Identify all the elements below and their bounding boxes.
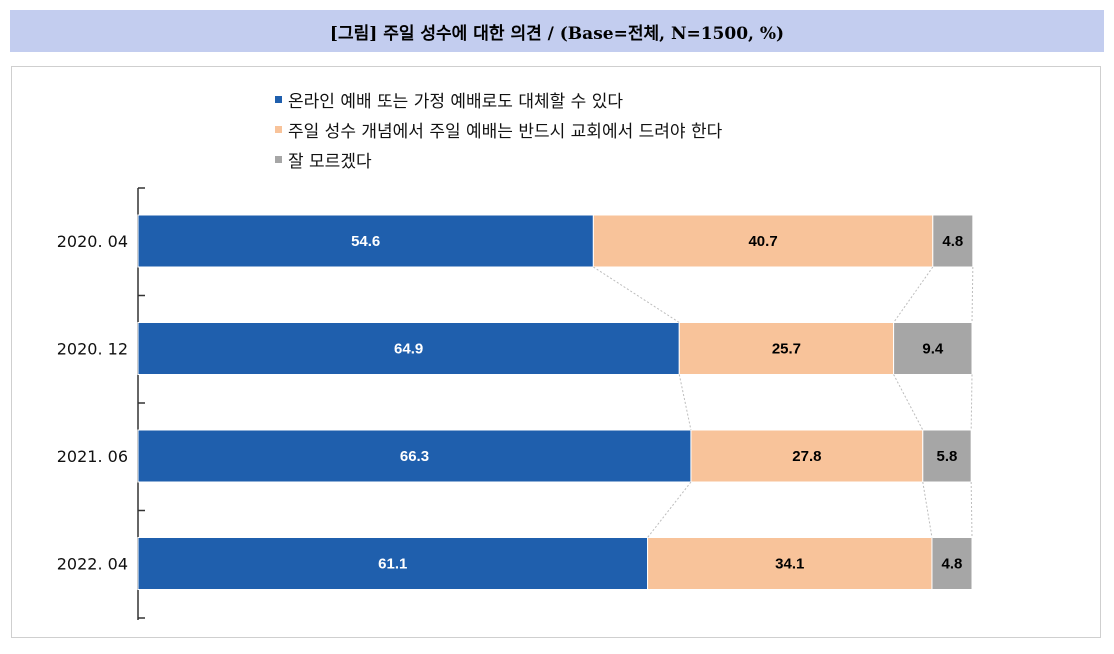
data-label: 66.3 [400, 448, 429, 465]
bar-segment [922, 429, 972, 483]
category-label: 2020. 04 [57, 232, 128, 251]
series-connector-line [647, 481, 692, 538]
bar-segment [931, 537, 973, 590]
chart-title-bar: [그림] 주일 성수에 대한 의견 / (Base=전체, N=1500, %) [10, 10, 1104, 52]
data-label: 9.4 [922, 341, 944, 358]
legend-label-church: 주일 성수 개념에서 주일 예배는 반드시 교회에서 드려야 한다 [288, 121, 723, 142]
bar-segment [137, 537, 649, 590]
series-connector-line [893, 266, 934, 323]
legend-label-online: 온라인 예배 또는 가정 예배로도 대체할 수 있다 [288, 91, 623, 112]
bar-segment [932, 214, 974, 268]
bar-segment [678, 322, 895, 375]
data-label: 25.7 [772, 341, 801, 358]
data-label: 5.8 [937, 448, 958, 465]
data-label: 4.8 [942, 556, 963, 573]
bar-segment [893, 322, 973, 375]
series-connector-line [970, 481, 973, 538]
bar-segment [690, 429, 924, 483]
legend-item-online: 온라인 예배 또는 가정 예배로도 대체할 수 있다 [275, 84, 722, 114]
data-label: 61.1 [378, 556, 407, 573]
legend-swatch-unknown [275, 155, 282, 163]
category-label: 2022. 04 [57, 555, 128, 574]
legend-item-unknown: 잘 모르겠다 [275, 144, 722, 174]
chart-title: [그림] 주일 성수에 대한 의견 / (Base=전체, N=1500, %) [329, 23, 785, 44]
series-connector-line [971, 266, 974, 323]
series-connector-line [922, 481, 933, 538]
series-connector-line [593, 266, 680, 323]
series-connector-line [678, 374, 692, 431]
category-label: 2020. 12 [57, 340, 128, 359]
bar-segment [137, 322, 680, 375]
category-label: 2021. 06 [57, 447, 128, 466]
series-connector-line [893, 374, 924, 431]
legend-label-unknown: 잘 모르겠다 [288, 151, 372, 172]
data-label: 40.7 [748, 233, 777, 250]
data-label: 34.1 [775, 556, 804, 573]
data-label: 4.8 [942, 233, 963, 250]
bar-segment [647, 537, 933, 590]
data-label: 27.8 [792, 448, 821, 465]
chart-legend: 온라인 예배 또는 가정 예배로도 대체할 수 있다 주일 성수 개념에서 주일… [275, 84, 722, 174]
legend-item-church: 주일 성수 개념에서 주일 예배는 반드시 교회에서 드려야 한다 [275, 114, 722, 144]
series-connector-line [970, 374, 973, 431]
data-label: 54.6 [351, 233, 380, 250]
data-label: 64.9 [394, 341, 423, 358]
legend-swatch-online [275, 95, 282, 103]
legend-swatch-church [275, 125, 282, 133]
